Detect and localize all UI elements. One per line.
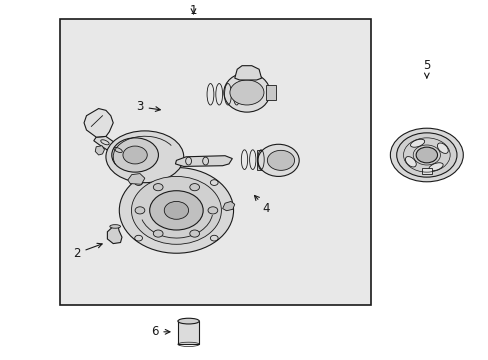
Polygon shape	[94, 136, 144, 167]
Bar	[178, 321, 199, 344]
Circle shape	[189, 184, 199, 191]
Text: 6: 6	[150, 325, 170, 338]
Circle shape	[112, 138, 158, 172]
Circle shape	[153, 230, 163, 237]
Bar	[60, 19, 370, 305]
Circle shape	[396, 133, 456, 177]
Bar	[266, 85, 276, 100]
Circle shape	[389, 128, 462, 182]
Polygon shape	[84, 109, 113, 137]
Ellipse shape	[110, 225, 120, 228]
Polygon shape	[95, 146, 104, 155]
Text: 5: 5	[422, 59, 429, 78]
Bar	[421, 168, 431, 174]
Polygon shape	[222, 202, 234, 211]
Ellipse shape	[224, 73, 269, 112]
Ellipse shape	[409, 139, 424, 147]
Circle shape	[149, 191, 203, 230]
Ellipse shape	[131, 176, 221, 244]
Polygon shape	[127, 174, 144, 184]
Circle shape	[229, 80, 264, 105]
Circle shape	[122, 146, 147, 164]
Circle shape	[267, 150, 294, 170]
Circle shape	[189, 230, 199, 237]
Circle shape	[153, 184, 163, 191]
Polygon shape	[175, 156, 232, 166]
Polygon shape	[107, 226, 122, 244]
Ellipse shape	[428, 163, 442, 171]
Ellipse shape	[436, 143, 447, 153]
Ellipse shape	[106, 131, 183, 183]
Bar	[256, 150, 261, 170]
Text: 3: 3	[136, 100, 160, 113]
Ellipse shape	[178, 318, 199, 324]
Polygon shape	[234, 66, 261, 80]
Circle shape	[415, 147, 437, 163]
Ellipse shape	[257, 144, 299, 176]
Text: 1: 1	[189, 4, 197, 17]
Ellipse shape	[119, 167, 233, 253]
Circle shape	[164, 202, 188, 219]
Text: 2: 2	[73, 243, 102, 260]
Circle shape	[135, 207, 144, 214]
Circle shape	[207, 207, 217, 214]
Text: 4: 4	[254, 195, 269, 215]
Ellipse shape	[405, 157, 415, 167]
